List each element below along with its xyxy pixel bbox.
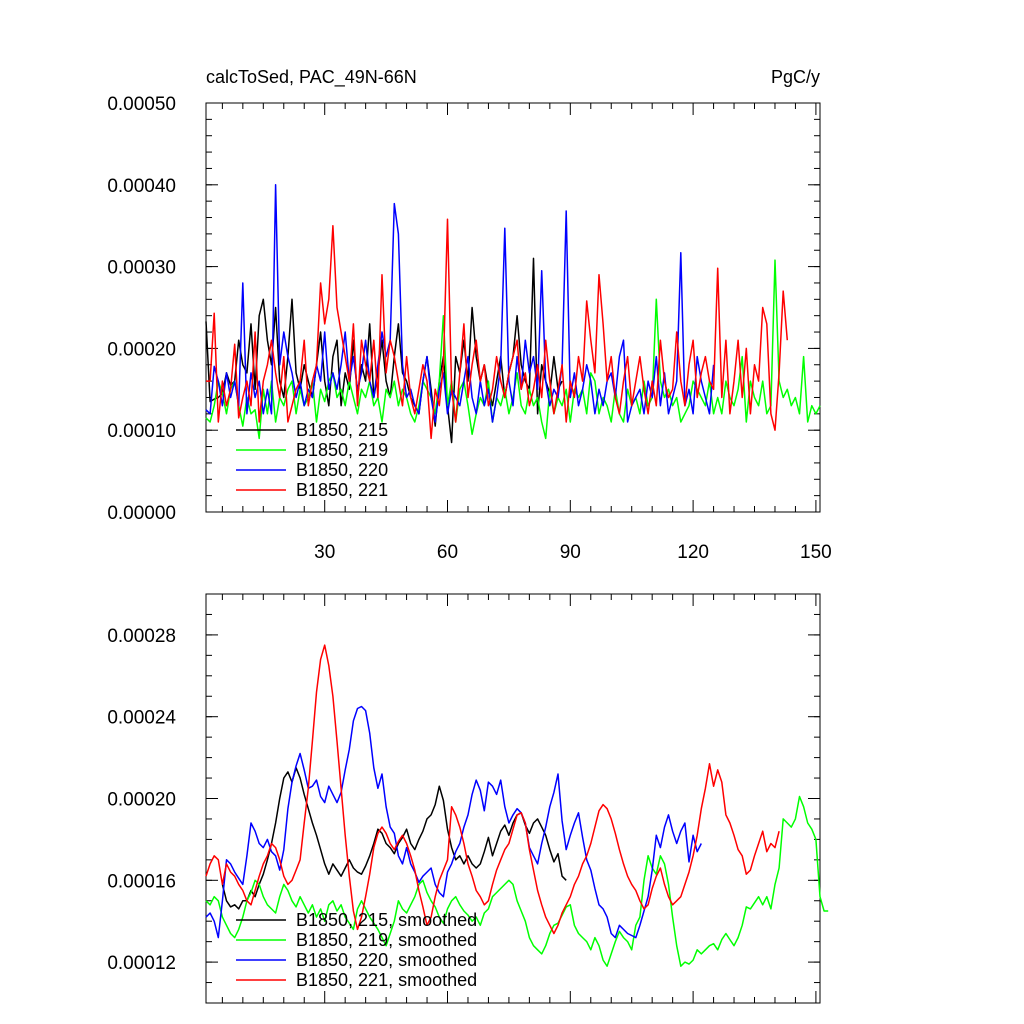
legend-label: B1850, 219, smoothed: [296, 930, 477, 950]
bottom-ticks: 0.00012 0.00016 0.00020 0.00024 0.00028: [107, 593, 820, 1004]
x-tick-label: 30: [314, 542, 335, 563]
x-tick-label: 60: [437, 542, 458, 563]
y-tick-label: 0.00016: [107, 871, 176, 892]
series-line-1: [205, 795, 829, 967]
units-label: PgC/y: [771, 67, 820, 87]
chart-title: calcToSed, PAC_49N-66N: [206, 67, 417, 88]
legend-label: B1850, 221, smoothed: [296, 970, 477, 990]
y-tick-label: 0.00024: [107, 708, 176, 729]
top-plot-frame: [205, 102, 821, 513]
x-tick-label: 90: [560, 542, 581, 563]
y-tick-label: 0.00020: [107, 790, 176, 811]
top-panel: calcToSed, PAC_49N-66N PgC/y 30 60 90 120 15…: [107, 67, 831, 563]
x-tick-label: 150: [800, 542, 832, 563]
x-tick-label: 120: [677, 542, 709, 563]
series-line-3: [205, 644, 780, 935]
y-tick-label: 0.00020: [107, 339, 176, 360]
series-line-3: [206, 218, 789, 440]
y-tick-label: 0.00000: [107, 503, 176, 524]
y-tick-label: 0.00012: [107, 953, 176, 974]
y-tick-label: 0.00040: [107, 176, 176, 197]
series-line-2: [205, 184, 715, 423]
y-tick-label: 0.00030: [107, 258, 176, 279]
bottom-series-lines: [205, 644, 829, 967]
legend-label: B1850, 215, smoothed: [296, 910, 477, 930]
legend-label: B1850, 221: [296, 480, 388, 500]
top-ticks: 30 60 90 120 150 0.00000 0.00010 0.00020 0.00030…: [107, 94, 831, 563]
series-line-0: [221, 767, 567, 910]
legend-label: B1850, 219: [296, 440, 388, 460]
y-tick-label: 0.00028: [107, 626, 176, 647]
legend-label: B1850, 220, smoothed: [296, 950, 477, 970]
legend-label: B1850, 220: [296, 460, 388, 480]
bottom-panel: 0.00012 0.00016 0.00020 0.00024 0.00028 B185…: [107, 593, 829, 1004]
series-line-0: [205, 257, 563, 444]
y-tick-label: 0.00050: [107, 94, 176, 115]
top-series-lines: [205, 184, 821, 444]
y-tick-label: 0.00010: [107, 421, 176, 442]
legend-label: B1850, 215: [296, 420, 388, 440]
series-line-2: [205, 705, 702, 939]
